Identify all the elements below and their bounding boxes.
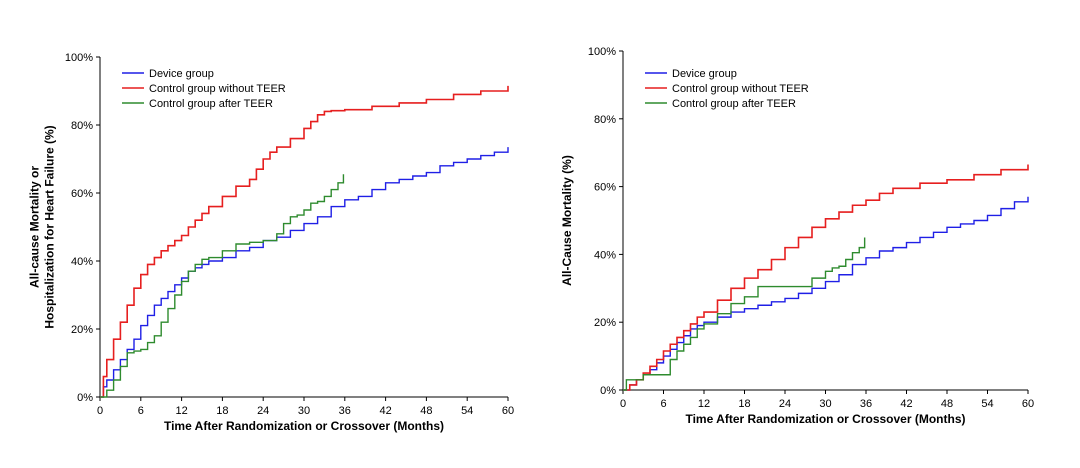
y-tick-label: 20% [594,317,616,329]
legend-label: Control group after TEER [672,98,796,110]
x-axis-title: Time After Randomization or Crossover (M… [685,412,965,426]
x-tick-label: 54 [981,398,993,410]
y-tick-label: 40% [594,249,616,261]
chart-1: 0% 20% 40% 60% 80% 100% 0 6 12 18 24 30 36 42 48 54 60 Ti… [28,52,515,433]
legend: Device group Control group without TEER Co… [122,68,286,110]
series-line-control-group-without-teer [100,85,509,398]
x-tick-label: 36 [860,398,872,410]
x-tick-label: 12 [698,398,710,410]
x-tick-label: 60 [1022,398,1034,410]
y-axis-title-line: All-cause Mortality or [28,166,42,288]
x-tick-label: 30 [298,405,310,417]
legend-label: Device group [149,68,214,80]
chart-2: 0% 20% 40% 60% 80% 100% 0 6 12 18 24 30 36 42 48 54 60 Ti… [560,46,1034,426]
x-tick-label: 42 [379,405,391,417]
y-axis-title: All-Cause Mortality (%) [560,155,574,286]
y-tick-label: 20% [71,324,93,336]
legend-label: Control group without TEER [149,83,286,95]
y-tick-label: 60% [594,182,616,194]
x-tick-label: 54 [461,405,473,417]
y-tick-label: 100% [65,52,93,64]
x-axis-title: Time After Randomization or Crossover (M… [164,419,444,433]
y-axis-title-line: All-Cause Mortality (%) [560,155,574,286]
x-tick-label: 24 [257,405,269,417]
x-tick-label: 6 [660,398,666,410]
y-axis-title-line: Hospitalization for Heart Failure (%) [43,125,57,328]
x-tick-label: 42 [900,398,912,410]
x-tick-label: 24 [779,398,791,410]
y-tick-label: 80% [71,120,93,132]
x-tick-label: 12 [175,405,187,417]
y-tick-label: 0% [77,392,93,404]
y-tick-label: 60% [71,188,93,200]
x-tick-label: 48 [941,398,953,410]
y-tick-label: 100% [588,46,616,58]
x-tick-label: 0 [97,405,103,417]
x-tick-label: 36 [339,405,351,417]
x-tick-label: 48 [420,405,432,417]
x-tick-label: 0 [620,398,626,410]
x-tick-label: 18 [216,405,228,417]
x-tick-label: 30 [819,398,831,410]
legend-label: Device group [672,68,737,80]
legend-label: Control group without TEER [672,83,809,95]
y-tick-label: 80% [594,114,616,126]
y-tick-label: 0% [600,385,616,397]
series-line-control-group-after-teer [623,237,866,391]
x-tick-label: 18 [738,398,750,410]
series-line-device-group [100,147,509,398]
legend-label: Control group after TEER [149,98,273,110]
series-line-control-group-after-teer [100,174,345,398]
legend: Device group Control group without TEER Co… [645,68,809,110]
y-axis-title: All-cause Mortality orHospitalization fo… [28,125,57,328]
series-line-control-group-without-teer [623,164,1029,391]
y-tick-label: 40% [71,256,93,268]
x-tick-label: 60 [502,405,514,417]
x-tick-label: 6 [138,405,144,417]
